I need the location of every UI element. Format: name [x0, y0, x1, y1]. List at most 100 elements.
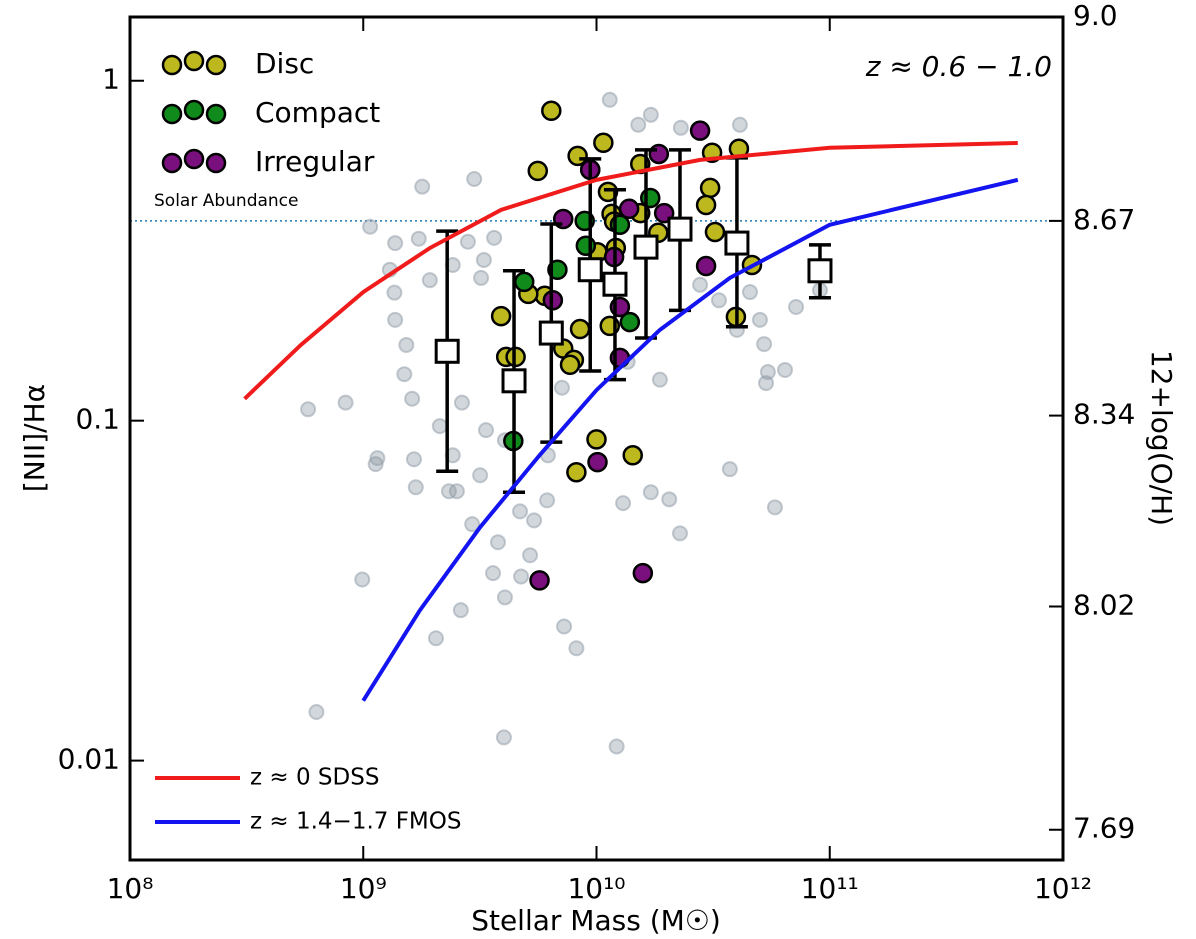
curve — [361, 177, 1019, 702]
background-point — [522, 547, 539, 564]
background-point — [407, 479, 424, 496]
legend-marker — [161, 103, 183, 125]
background-point — [478, 422, 495, 439]
point — [541, 100, 562, 122]
background-point — [404, 390, 421, 407]
point — [559, 354, 581, 376]
solar-label: Solar Abundance — [154, 191, 298, 211]
background-point — [731, 116, 748, 133]
point — [689, 120, 711, 141]
background-point — [459, 233, 476, 250]
point — [640, 187, 661, 209]
background-point — [485, 565, 502, 582]
median-square — [501, 368, 527, 394]
background-point — [512, 503, 529, 520]
background-point — [431, 418, 448, 435]
legend-label: Disc — [255, 47, 314, 80]
y2-tick-label: 8.67 — [1073, 203, 1135, 236]
legend-marker — [183, 148, 205, 170]
background-point — [710, 292, 727, 309]
x-axis-label: Stellar Mass (M☉) — [471, 904, 721, 937]
plot-frame — [128, 15, 1065, 862]
background-point — [671, 525, 688, 542]
background-point — [308, 703, 325, 720]
background-point — [452, 602, 469, 619]
background-point — [496, 589, 513, 606]
y-tick-label: 0.01 — [58, 743, 120, 776]
x-tick-label: 10¹¹ — [801, 872, 859, 905]
point — [566, 462, 587, 483]
point — [529, 570, 550, 591]
background-point — [367, 456, 384, 473]
background-point — [751, 311, 768, 328]
overlay: 10⁸ 10⁹ 10¹⁰ 10¹¹ 10¹² 1 0.1 0.01 9.0 8.67 8.34 8.0… — [58, 0, 1136, 905]
background-point — [475, 251, 492, 268]
x-tick-label: 10⁸ — [107, 872, 154, 905]
legend-label: z ≈ 0 SDSS — [250, 765, 379, 791]
background-point — [615, 495, 632, 512]
median-square — [434, 338, 460, 364]
legend-marker — [183, 50, 205, 72]
background-point — [661, 491, 678, 508]
background-point — [651, 371, 668, 388]
background-point — [453, 394, 470, 411]
legend-label: Irregular — [255, 145, 375, 178]
median-square — [633, 234, 659, 260]
background-point — [758, 375, 775, 392]
legend-marker — [183, 99, 205, 121]
background-point — [387, 311, 404, 328]
background-point — [354, 571, 371, 588]
background-point — [539, 492, 556, 509]
background-point — [421, 272, 438, 289]
legend-marker — [205, 152, 227, 174]
background-point — [692, 276, 709, 293]
background-point — [608, 738, 625, 755]
legend-marker — [205, 54, 227, 76]
point — [575, 235, 597, 257]
median-square — [538, 320, 564, 346]
background-point — [300, 401, 317, 418]
background-point — [362, 218, 379, 235]
legend-marker — [161, 54, 183, 76]
median-square — [724, 230, 750, 256]
background-point — [386, 284, 403, 301]
curve — [243, 140, 1018, 401]
background-point — [405, 451, 422, 468]
x-tick-label: 10¹² — [1034, 872, 1092, 905]
annotation: z ≈ 0.6 − 1.0 — [865, 50, 1052, 83]
point — [527, 160, 549, 182]
legend-marker — [205, 103, 227, 125]
background-point — [448, 483, 465, 500]
background-point — [472, 467, 489, 484]
legend-label: z ≈ 1.4−1.7 FMOS — [250, 809, 461, 835]
background-point — [410, 230, 427, 247]
background-point — [741, 284, 758, 301]
background-point — [601, 91, 618, 108]
point — [593, 132, 614, 154]
median-square — [807, 258, 833, 284]
background-point — [721, 461, 738, 478]
background-point — [466, 170, 483, 187]
point — [618, 198, 640, 220]
point — [490, 305, 512, 327]
background-point — [464, 516, 481, 533]
background-point — [387, 235, 404, 252]
background-point — [553, 379, 570, 396]
background-point — [642, 106, 659, 123]
background-point — [568, 640, 585, 657]
point — [587, 451, 608, 473]
background-point — [398, 336, 415, 353]
background-point — [788, 298, 805, 315]
background-point — [630, 116, 647, 133]
background-point — [756, 336, 773, 353]
x-tick-label: 10¹⁰ — [567, 872, 625, 905]
point — [695, 194, 717, 216]
point — [513, 271, 535, 293]
y2-axis-label: 12+log(O/H) — [1145, 350, 1178, 526]
point — [569, 318, 591, 340]
background-point — [486, 229, 503, 246]
background-point — [473, 269, 490, 286]
point — [619, 311, 641, 333]
y2-tick-label: 8.02 — [1073, 589, 1135, 622]
